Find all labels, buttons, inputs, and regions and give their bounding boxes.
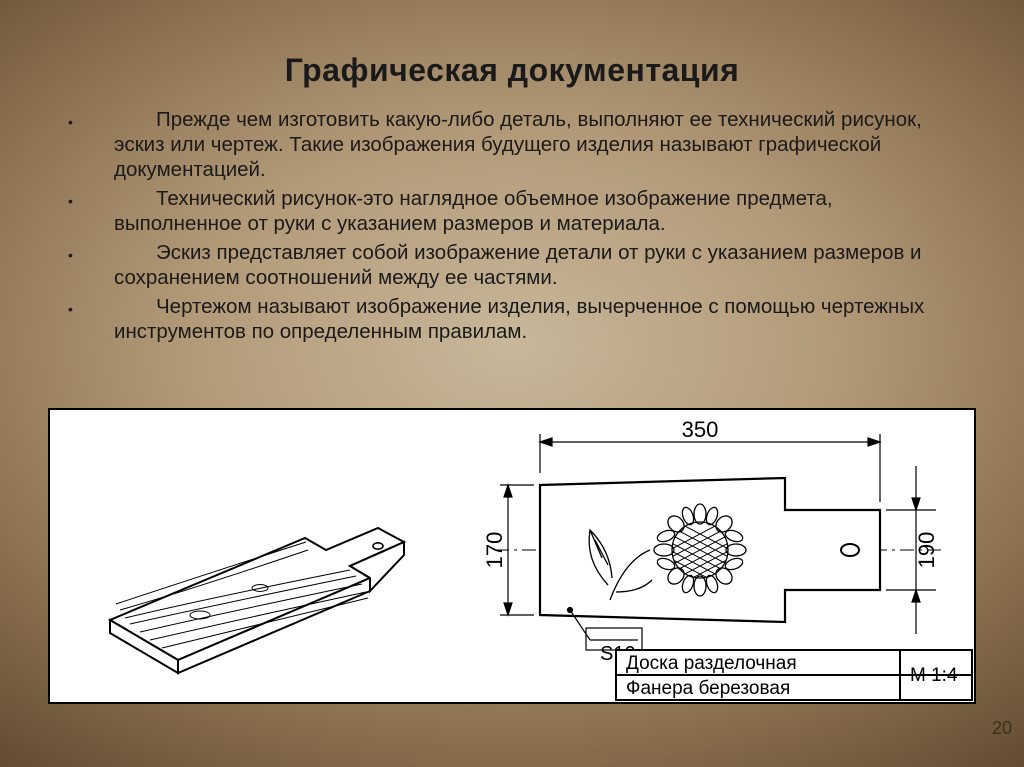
bullet-text: Чертежом называют изображение изделия, в… [114, 294, 964, 344]
bullet-text: Эскиз представляет собой изображение дет… [114, 240, 964, 290]
drawing-svg: 350 170 190 [50, 410, 974, 702]
dim-width-left: 170 [482, 532, 507, 569]
title-block: Доска разделочная Фанера березовая М 1:4 [616, 650, 972, 700]
list-item: • Чертежом называют изображение изделия,… [60, 294, 964, 344]
bullet-dot: • [60, 294, 114, 344]
bullet-dot: • [60, 240, 114, 290]
list-item: • Технический рисунок-это наглядное объе… [60, 186, 964, 236]
bullet-list: • Прежде чем изготовить какую-либо детал… [60, 107, 964, 344]
list-item: • Прежде чем изготовить какую-либо детал… [60, 107, 964, 182]
bullet-dot: • [60, 186, 114, 236]
page-title: Графическая документация [0, 0, 1024, 107]
titleblock-name: Доска разделочная [626, 653, 797, 674]
titleblock-scale: М 1:4 [910, 665, 958, 686]
dim-length: 350 [682, 417, 719, 442]
bullet-text: Прежде чем изготовить какую-либо деталь,… [114, 107, 964, 182]
technical-drawing-figure: 350 170 190 [48, 408, 976, 704]
page-number: 20 [992, 718, 1012, 739]
isometric-board [110, 528, 404, 673]
orthographic-board: 350 170 190 [482, 417, 945, 665]
bullet-text: Технический рисунок-это наглядное объемн… [114, 186, 964, 236]
titleblock-material: Фанера березовая [626, 678, 790, 699]
dim-width-right: 190 [914, 532, 939, 569]
bullet-dot: • [60, 107, 114, 182]
list-item: • Эскиз представляет собой изображение д… [60, 240, 964, 290]
